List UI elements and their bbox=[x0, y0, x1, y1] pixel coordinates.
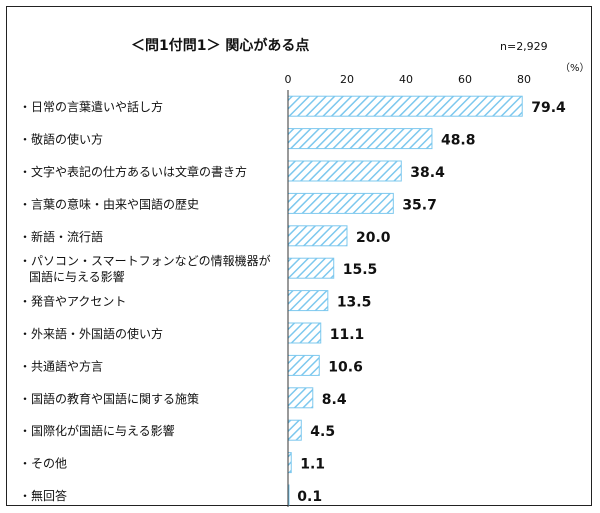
value-label: 1.1 bbox=[300, 457, 325, 473]
bar bbox=[287, 387, 314, 409]
bars bbox=[287, 95, 523, 506]
value-labels: 79.4 48.8 38.4 35.7 20.0 15.5 13.5 11.1 10.6 8.4 4… bbox=[297, 100, 566, 505]
bar-chart: ＜問1付問1＞ 関心がある点 n=2,929 （%） 0 20 40 60 80 ・日常… bbox=[19, 37, 590, 512]
chart-frame: ＜問1付問1＞ 関心がある点 n=2,929 （%） 0 20 40 60 80 ・日常… bbox=[6, 6, 592, 512]
bar bbox=[287, 354, 320, 376]
x-tick-label: 20 bbox=[340, 73, 354, 86]
category-label-line2: 国語に与える影響 bbox=[29, 269, 125, 284]
bar bbox=[287, 257, 335, 279]
value-label: 0.1 bbox=[297, 489, 322, 505]
category-label: ・パソコン・スマートフォンなどの情報機器が bbox=[19, 253, 271, 268]
value-label: 48.8 bbox=[441, 133, 476, 149]
value-label: 8.4 bbox=[322, 392, 347, 408]
x-tick-label: 60 bbox=[458, 73, 472, 86]
x-axis-ticks: 0 20 40 60 80 bbox=[285, 73, 532, 86]
value-label: 38.4 bbox=[410, 165, 445, 181]
bar bbox=[287, 225, 348, 247]
category-label: ・国際化が国語に与える影響 bbox=[19, 423, 175, 438]
category-label: ・日常の言葉遣いや話し方 bbox=[19, 99, 163, 114]
category-label: ・外来語・外国語の使い方 bbox=[19, 326, 163, 341]
bar bbox=[287, 95, 523, 117]
category-label: ・共通語や方言 bbox=[19, 358, 103, 373]
value-label: 35.7 bbox=[402, 197, 437, 213]
category-labels: ・日常の言葉遣いや話し方・敬語の使い方・文字や表記の仕方あるいは文章の書き方・言… bbox=[19, 99, 271, 503]
sample-size: n=2,929 bbox=[500, 40, 548, 53]
bar bbox=[287, 192, 394, 214]
chart-title: ＜問1付問1＞ 関心がある点 bbox=[131, 37, 309, 54]
category-label: ・敬語の使い方 bbox=[19, 132, 103, 147]
unit-label: （%） bbox=[560, 62, 590, 74]
category-label: ・新語・流行語 bbox=[19, 229, 103, 244]
category-label: ・発音やアクセント bbox=[19, 294, 126, 309]
x-tick-label: 80 bbox=[517, 73, 531, 86]
bar bbox=[287, 322, 322, 344]
value-label: 4.5 bbox=[310, 424, 335, 440]
bar bbox=[287, 160, 402, 182]
bar bbox=[287, 290, 329, 312]
category-label: ・無回答 bbox=[19, 488, 67, 503]
x-tick-label: 40 bbox=[399, 73, 413, 86]
value-label: 79.4 bbox=[531, 100, 566, 116]
category-label: ・文字や表記の仕方あるいは文章の書き方 bbox=[19, 164, 247, 179]
category-label: ・国語の教育や国語に関する施策 bbox=[19, 391, 199, 406]
x-tick-label: 0 bbox=[285, 73, 292, 86]
value-label: 15.5 bbox=[343, 262, 378, 278]
bar bbox=[287, 419, 302, 441]
category-label: ・その他 bbox=[19, 457, 67, 471]
value-label: 10.6 bbox=[328, 359, 363, 375]
bar bbox=[287, 128, 433, 150]
value-label: 11.1 bbox=[330, 327, 365, 343]
value-label: 20.0 bbox=[356, 230, 391, 246]
category-label: ・言葉の意味・由来や国語の歴史 bbox=[19, 196, 199, 211]
value-label: 13.5 bbox=[337, 295, 372, 311]
